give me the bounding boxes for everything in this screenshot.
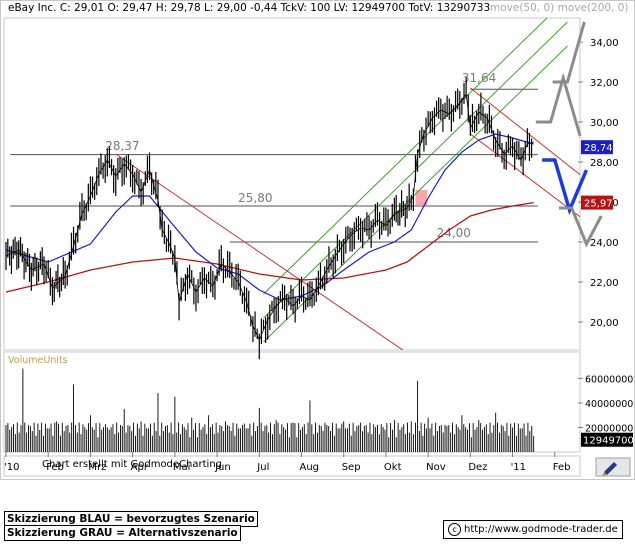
price-tick-label: 24,00: [590, 238, 619, 249]
price-tick-label: 30,00: [590, 118, 619, 129]
header-ticker-info: eBay Inc. C: 29,01 O: 29,47 H: 29,78 L: …: [8, 2, 491, 14]
time-tick-label: Mrz: [88, 462, 106, 473]
scenario-gray-lower: [559, 206, 603, 248]
time-tick-label: '10: [4, 462, 19, 473]
legend-gray-scenario: Skizzierung GRAU = Alternativszenario: [4, 525, 241, 541]
time-tick-label: '11: [511, 462, 526, 473]
header-ma200: move(200, 0): [557, 2, 629, 14]
price-badge: [581, 195, 613, 210]
time-tick-label: Aug: [299, 462, 319, 473]
volume-badge: [581, 432, 633, 447]
volume-tick-label: 40000000: [585, 399, 633, 410]
volume-tick-label: 20000000: [585, 423, 633, 434]
price-tick-label: 22,00: [590, 278, 619, 289]
price-badge: [581, 140, 613, 155]
level-label: 25,80: [238, 191, 272, 205]
copyright-icon: c: [448, 523, 461, 536]
time-tick-label: Mai: [173, 462, 191, 473]
time-tick-label: Sep: [342, 462, 361, 473]
time-tick-label: Nov: [426, 462, 446, 473]
time-tick-label: Jul: [256, 462, 269, 473]
settings-pencil-icon[interactable]: [595, 457, 631, 477]
time-tick-label: Dez: [468, 462, 487, 473]
website-link[interactable]: c http://www.godmode-trader.de: [443, 520, 623, 539]
chart-credit: Chart erstellt mit GodmodeCharting: [42, 459, 222, 470]
price-badge-label: 25,97: [584, 199, 613, 210]
volume-panel-title: VolumeUnits: [8, 355, 68, 366]
volume-badge-label: 12949700: [583, 436, 634, 447]
time-axis-area: [3, 455, 581, 477]
time-tick-label: Apr: [131, 462, 149, 473]
gap-fill: [415, 190, 428, 205]
price-tick-label: 20,00: [590, 318, 619, 329]
channel-green-upper: [263, 18, 548, 295]
price-plot-area: [3, 17, 581, 351]
price-tick-label: 32,00: [590, 78, 619, 89]
level-label: 31,64: [462, 71, 496, 85]
price-line: [5, 92, 534, 341]
price-badge-label: 28,74: [584, 143, 613, 154]
time-tick-label: Feb: [46, 462, 64, 473]
level-label: 28,37: [105, 139, 139, 153]
ma200-line: [5, 201, 534, 293]
header-ma50: move(50, 0): [490, 2, 555, 14]
scenario-blue: [542, 158, 589, 216]
header-moving-averages: move(50, 0) move(200, 0): [490, 2, 629, 14]
scenario-gray-upper: [535, 72, 582, 137]
scenario-gray-top: [552, 21, 586, 84]
website-url[interactable]: http://www.godmode-trader.de: [464, 524, 618, 535]
level-label: 24,00: [437, 226, 471, 240]
channel-red-long: [115, 153, 404, 350]
price-tick-label: 34,00: [590, 38, 619, 49]
time-tick-label: Jun: [214, 462, 231, 473]
volume-tick-label: 60000000: [585, 374, 633, 385]
price-tick-label: 28,00: [590, 158, 619, 169]
channel-red-lower: [470, 133, 580, 218]
price-panel: 28,37 25,80 24,00 31,64 34,00 32,00 30,00 28,0…: [3, 17, 634, 477]
time-tick-label: Feb: [553, 462, 571, 473]
time-tick-label: Okt: [384, 462, 402, 473]
